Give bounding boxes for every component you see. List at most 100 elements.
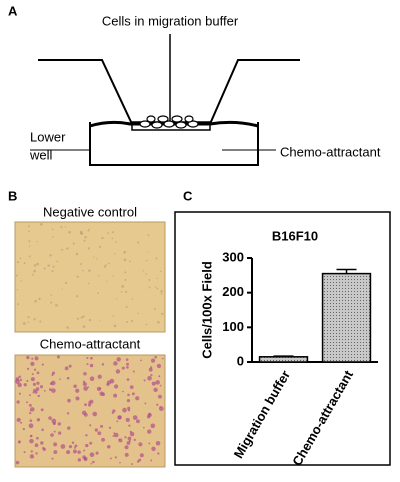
stained-cell — [32, 391, 35, 394]
texture-dot — [72, 242, 75, 245]
texture-dot — [76, 275, 79, 278]
stained-cell — [16, 417, 21, 423]
stained-cell — [85, 443, 89, 448]
stained-cell — [29, 394, 31, 397]
stained-cell — [140, 359, 142, 362]
texture-dot — [40, 223, 43, 226]
texture-dot — [112, 275, 115, 277]
stained-cell — [101, 437, 106, 442]
stained-cell — [73, 446, 76, 449]
lower-well-label: well — [29, 147, 53, 162]
texture-dot — [55, 303, 58, 307]
stained-cell — [147, 429, 152, 434]
stained-cell — [89, 424, 92, 427]
texture-dot — [50, 294, 53, 296]
micrograph — [14, 354, 166, 468]
texture-dot — [51, 228, 54, 231]
stained-cell — [113, 432, 119, 438]
texture-dot — [47, 264, 50, 267]
texture-dot — [148, 279, 151, 281]
stained-cell — [53, 442, 58, 447]
stained-cell — [86, 356, 89, 360]
y-tick-label: 300 — [222, 249, 244, 264]
texture-dot — [19, 257, 22, 260]
stained-cell — [84, 403, 87, 407]
stained-cell — [147, 376, 152, 381]
stained-cell — [150, 423, 156, 429]
stained-cell — [19, 378, 23, 382]
stained-cell — [92, 411, 98, 417]
stained-cell — [126, 398, 131, 403]
texture-dot — [99, 245, 102, 248]
texture-dot — [160, 293, 163, 295]
stained-cell — [121, 366, 125, 370]
texture-dot — [83, 239, 86, 242]
texture-dot — [112, 315, 115, 317]
texture-dot — [81, 269, 84, 272]
stained-cell — [130, 463, 133, 466]
stained-cell — [36, 436, 39, 440]
stained-cell — [30, 450, 33, 453]
texture-dot — [87, 229, 90, 232]
texture-dot — [33, 264, 37, 267]
stained-cell — [23, 383, 27, 387]
stained-cell — [77, 458, 82, 462]
stained-cell — [58, 431, 62, 435]
texture-dot — [105, 264, 107, 266]
stained-cell — [94, 428, 99, 432]
stained-cell — [82, 382, 87, 387]
stained-cell — [97, 431, 102, 436]
stained-cell — [148, 442, 151, 445]
stained-cell — [20, 421, 23, 424]
stained-cell — [77, 450, 81, 454]
stained-cell — [31, 357, 34, 360]
stained-cell — [90, 462, 93, 465]
texture-dot — [28, 230, 30, 232]
stained-cell — [99, 391, 104, 396]
stained-cell — [33, 389, 36, 393]
stained-cell — [34, 356, 39, 361]
stained-cell — [115, 369, 121, 374]
stained-cell — [26, 401, 29, 404]
texture-dot — [76, 295, 79, 298]
stained-cell — [49, 382, 53, 385]
stained-cell — [23, 451, 26, 454]
image-title: Chemo-attractant — [40, 336, 141, 351]
stained-cell — [15, 460, 20, 465]
texture-dot — [27, 316, 30, 319]
texture-dot — [51, 269, 54, 272]
stained-cell — [89, 363, 94, 368]
texture-dot — [75, 252, 79, 256]
stained-cell — [48, 416, 52, 420]
stained-cell — [39, 385, 44, 389]
stained-cell — [126, 378, 130, 381]
stained-cell — [75, 388, 80, 393]
stained-cell — [119, 461, 121, 464]
texture-dot — [80, 316, 84, 319]
chemo-label: Chemo-attractant — [280, 144, 381, 159]
stained-cell — [125, 358, 129, 362]
texture-dot — [120, 290, 123, 293]
stained-cell — [35, 452, 38, 455]
error-bar — [336, 268, 357, 274]
stained-cell — [131, 392, 135, 396]
texture-dot — [87, 247, 90, 250]
texture-dot — [160, 290, 163, 293]
stained-cell — [66, 450, 71, 455]
stained-cell — [67, 398, 71, 403]
texture-dot — [31, 273, 34, 276]
stained-cell — [18, 392, 21, 395]
texture-dot — [137, 242, 140, 244]
stained-cell — [53, 450, 58, 454]
stained-cell — [66, 412, 70, 415]
stained-cell — [83, 412, 88, 417]
stained-cell — [41, 428, 44, 432]
stained-cell — [31, 373, 34, 376]
micrograph-texture — [15, 223, 164, 466]
stained-cell — [136, 419, 140, 424]
texture-dot — [88, 269, 91, 272]
image-title: Negative control — [43, 204, 137, 219]
texture-dot — [51, 236, 54, 238]
texture-dot — [107, 232, 110, 235]
texture-dot — [124, 271, 127, 274]
